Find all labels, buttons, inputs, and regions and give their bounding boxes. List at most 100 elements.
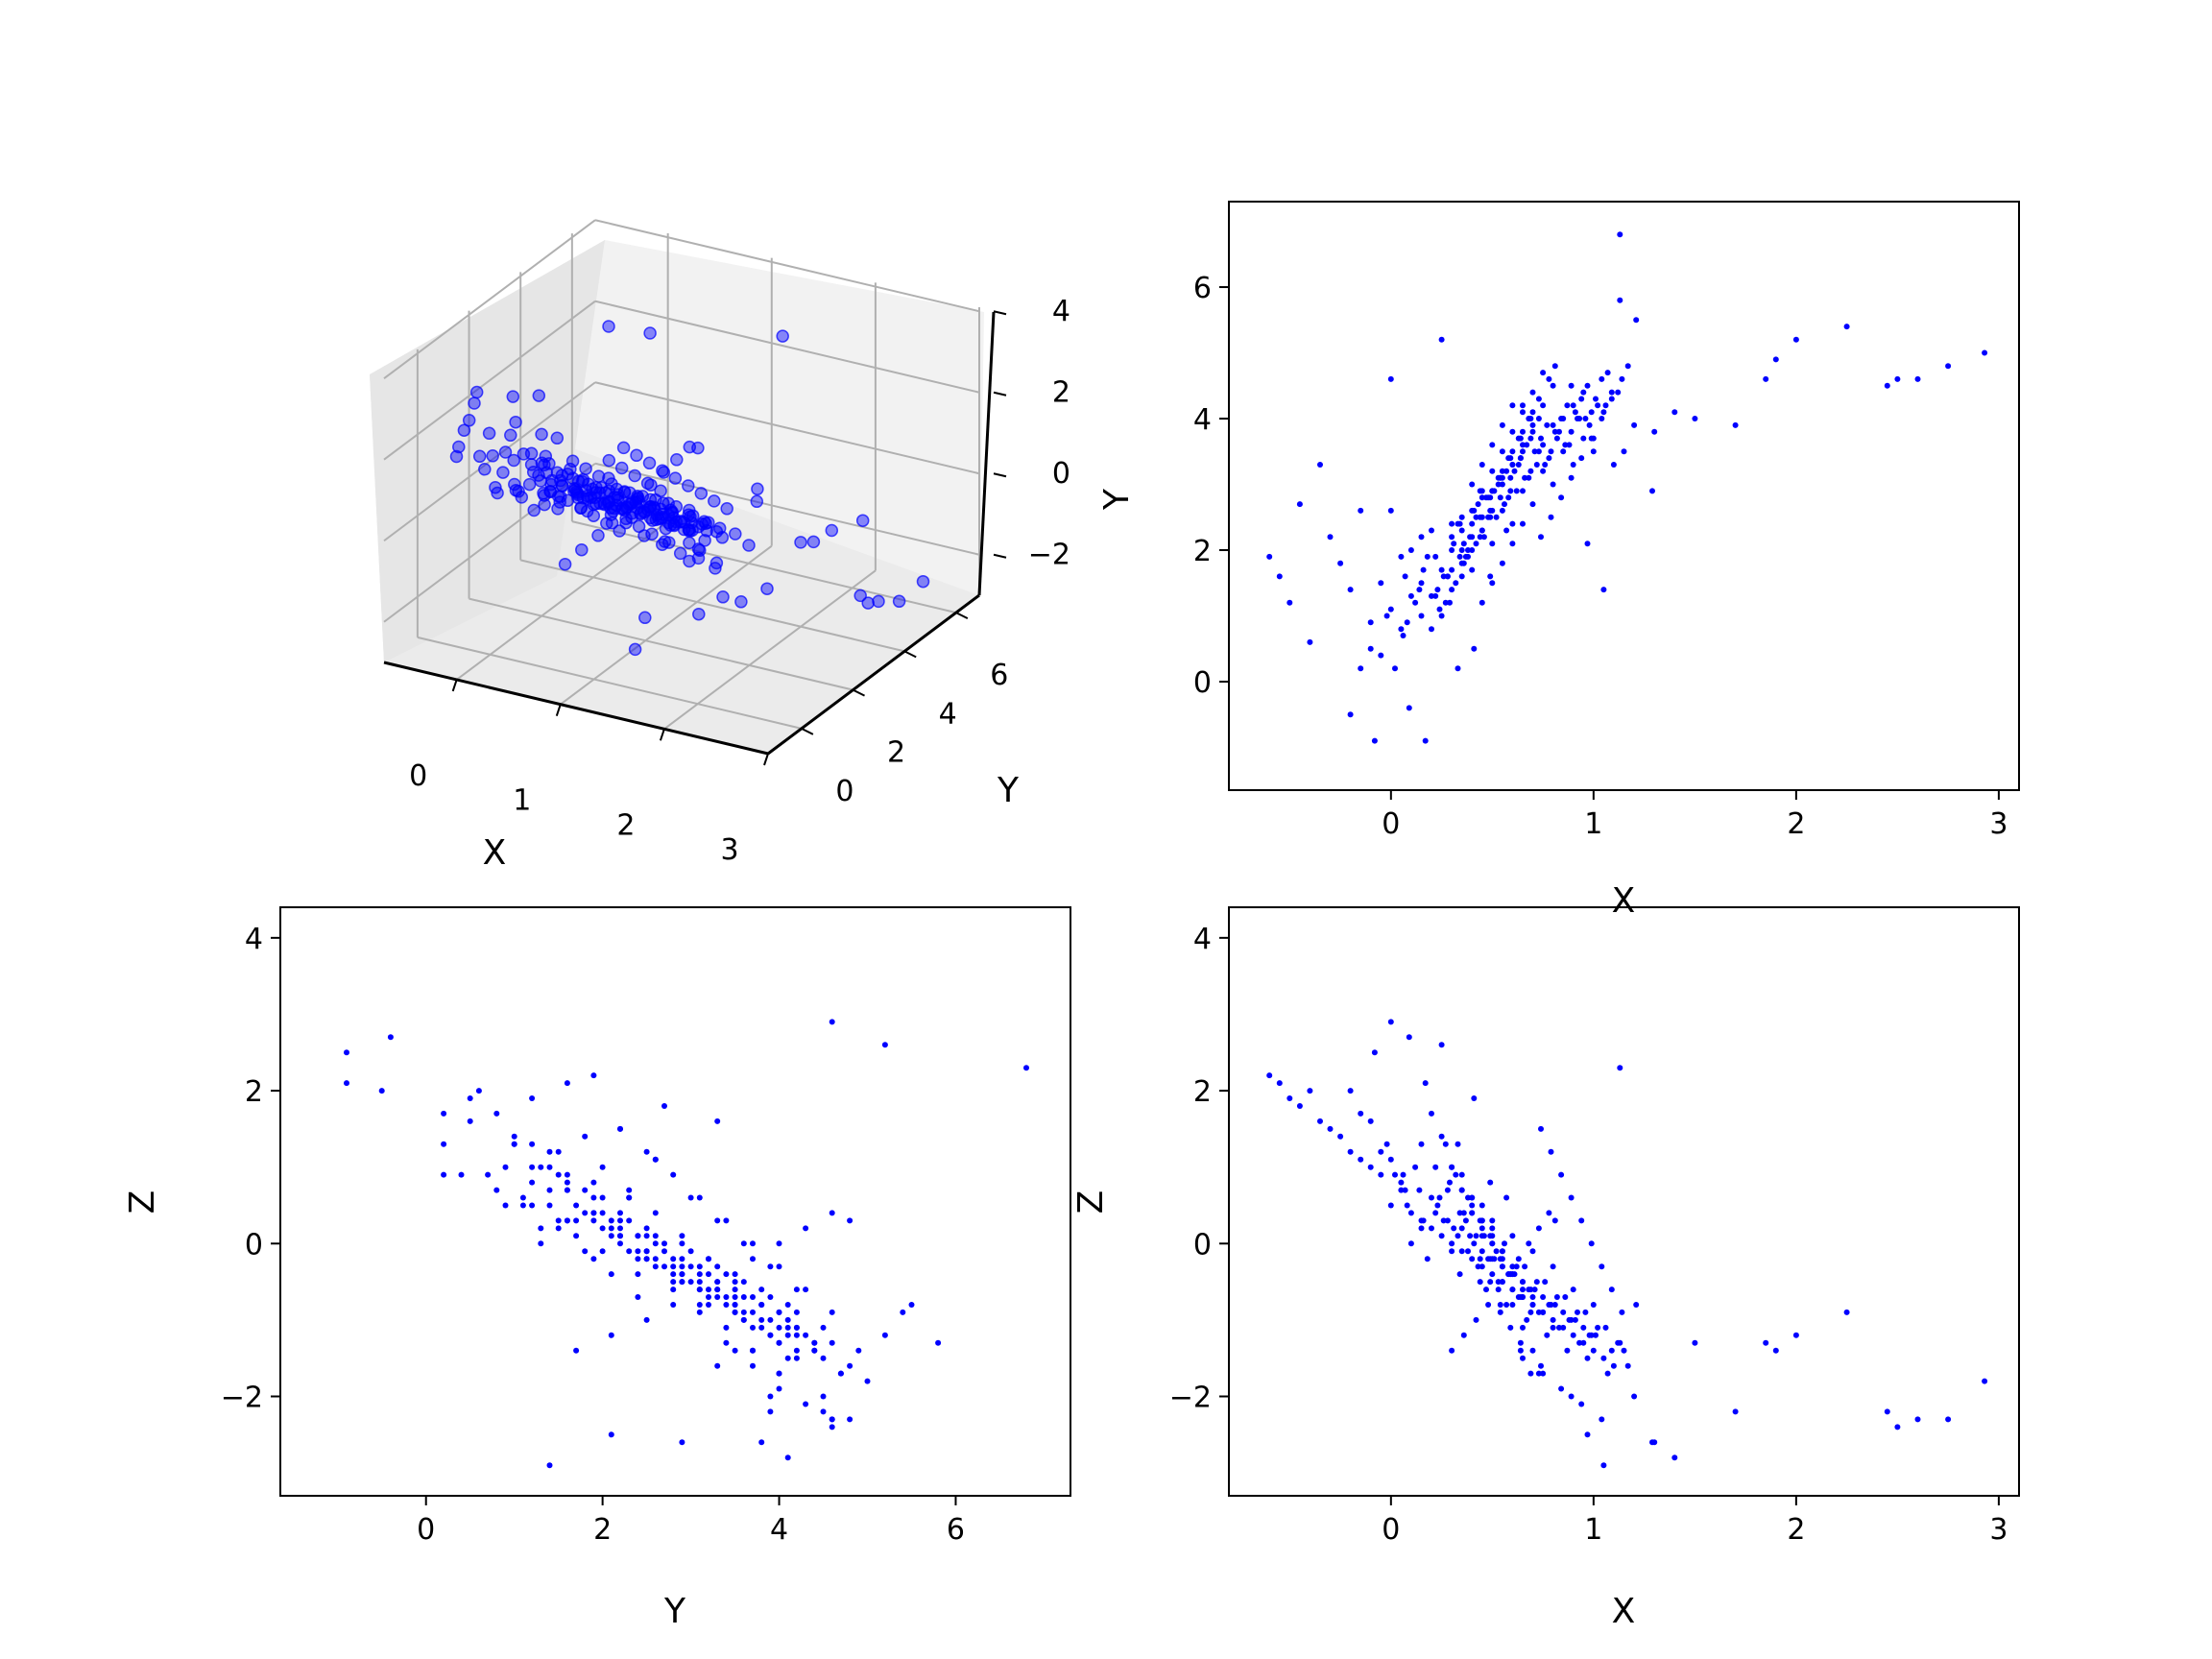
data-point (529, 1141, 536, 1147)
data-point (714, 1118, 721, 1124)
data-point-3d (642, 456, 657, 470)
x-axis-label-yz: Y (663, 1592, 686, 1631)
y-tick-mark-3d (801, 727, 814, 735)
data-point (1503, 468, 1510, 474)
data-point (1551, 428, 1558, 435)
data-point-3d (486, 449, 499, 463)
data-point (590, 1179, 597, 1186)
data-point (1266, 553, 1273, 560)
data-point (793, 1309, 800, 1315)
data-point (1480, 534, 1487, 541)
data-point (767, 1294, 774, 1300)
data-point (750, 1362, 756, 1369)
data-point (1509, 1263, 1516, 1270)
grid-line-3d (519, 559, 905, 653)
data-point (1460, 1332, 1467, 1338)
data-point (564, 1080, 570, 1087)
data-point (670, 1171, 677, 1178)
data-point (1503, 527, 1510, 534)
data-point (829, 1210, 835, 1216)
data-point (1460, 1210, 1467, 1216)
data-point (1460, 541, 1467, 547)
x-tick-mark-3d (555, 704, 562, 716)
data-point (1422, 1080, 1429, 1087)
x-tick-label: 2 (593, 1513, 612, 1547)
data-point (1471, 645, 1478, 652)
x-tick-label: 3 (1989, 807, 2008, 841)
x-tick-label-3d: 2 (616, 808, 635, 842)
data-point (1772, 356, 1779, 363)
data-point (1458, 527, 1465, 534)
data-point (679, 1240, 685, 1247)
data-point (1509, 402, 1516, 409)
data-point-3d (892, 594, 906, 609)
data-point-3d (682, 508, 696, 521)
data-point-3d (854, 589, 867, 603)
x-tick-mark-3d (763, 753, 769, 766)
data-point (1505, 1271, 1512, 1278)
data-point (1467, 534, 1474, 541)
data-point (1582, 416, 1589, 421)
data-point (793, 1332, 800, 1338)
data-point (1608, 389, 1615, 396)
data-point (1575, 1309, 1580, 1315)
data-point (1497, 1309, 1503, 1315)
data-point (1453, 580, 1459, 587)
data-point (1495, 1279, 1502, 1286)
data-point (1489, 442, 1496, 448)
data-point (1509, 448, 1516, 455)
data-point (1479, 1233, 1485, 1239)
data-point (546, 1202, 553, 1209)
data-point (1451, 1225, 1457, 1232)
y-tick-label: 2 (1193, 535, 1212, 568)
data-point (784, 1332, 791, 1338)
data-point (1451, 541, 1457, 547)
data-point (811, 1339, 818, 1346)
data-point (573, 1217, 580, 1224)
data-point (1455, 1141, 1461, 1147)
data-point (1568, 474, 1575, 481)
y-tick-label: 4 (245, 923, 263, 956)
data-point-3d (694, 487, 709, 500)
data-point (1429, 1110, 1434, 1117)
data-point (1429, 1225, 1434, 1232)
data-point (1527, 416, 1534, 421)
data-point (1286, 1095, 1293, 1101)
data-point (1402, 573, 1408, 580)
data-point (1432, 1164, 1439, 1170)
data-point (1449, 1347, 1455, 1354)
grid-line-3d (594, 219, 980, 313)
data-point (1732, 1408, 1739, 1415)
data-point (1442, 1141, 1449, 1147)
data-point-3d (669, 515, 684, 529)
data-point (1276, 573, 1283, 580)
data-point (696, 1286, 703, 1293)
data-point (1469, 1256, 1476, 1262)
data-point (1602, 402, 1609, 409)
data-point (1392, 665, 1398, 672)
x-tick-label: 6 (947, 1513, 965, 1547)
data-point (635, 1294, 641, 1300)
plot-frame-xz (1228, 906, 2020, 1497)
data-point (1467, 1233, 1474, 1239)
data-point (1424, 1256, 1431, 1262)
data-point (1479, 1263, 1485, 1270)
data-point (1317, 1118, 1323, 1124)
data-point (1600, 1462, 1607, 1469)
data-point (696, 1271, 703, 1278)
data-point-3d (543, 484, 557, 498)
data-point (1538, 435, 1544, 442)
data-point (714, 1294, 721, 1300)
data-point (1540, 468, 1547, 474)
data-point-3d (579, 462, 592, 475)
data-point (475, 1088, 482, 1094)
data-point (1595, 1324, 1601, 1331)
data-point-3d (682, 522, 696, 537)
data-point (793, 1286, 800, 1293)
data-point (344, 1080, 349, 1087)
data-point (776, 1309, 782, 1315)
data-point (608, 1217, 614, 1224)
data-point (538, 1225, 544, 1232)
